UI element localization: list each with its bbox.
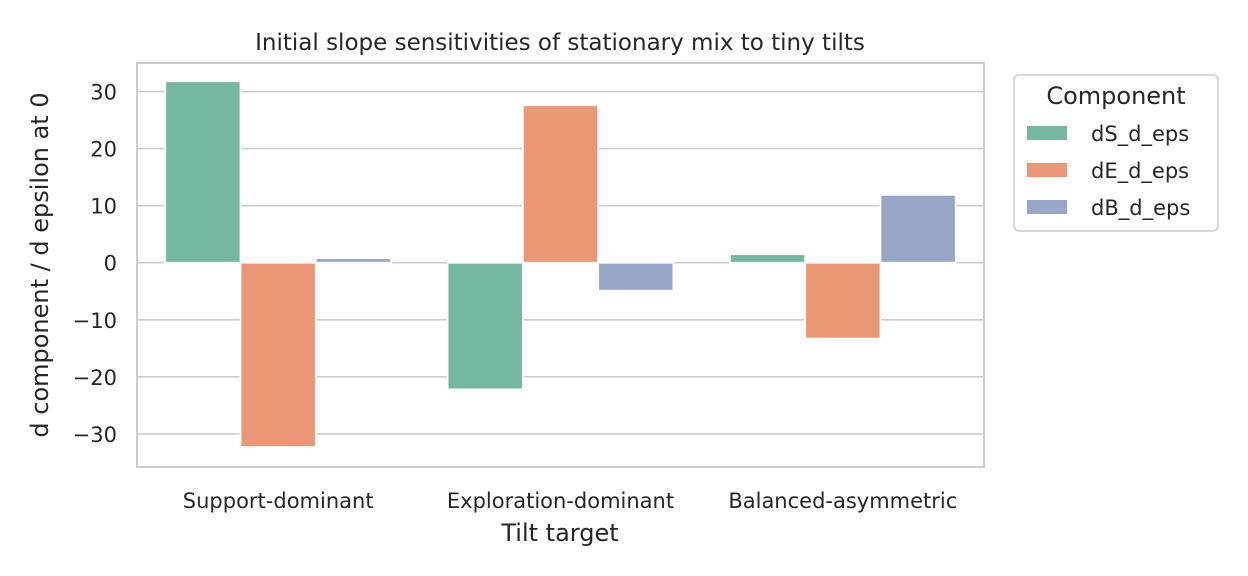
x-tick-labels: Support-dominant Exploration-dominant Bala… (183, 489, 958, 513)
bar-dB_d_eps-1 (597, 261, 675, 292)
y-tick-label: 10 (90, 195, 117, 219)
bar-dB_d_eps-0 (314, 257, 392, 264)
chart-title: Initial slope sensitivities of stationar… (255, 30, 865, 56)
y-tick-labels: −30 −20 −10 0 10 20 30 (73, 81, 117, 447)
y-tick-label: −20 (73, 366, 117, 390)
bar-dS_d_eps-2 (729, 253, 807, 264)
legend: Component dS_d_eps dE_d_eps dB_d_eps (1013, 74, 1219, 232)
legend-label-dS_d_eps: dS_d_eps (1091, 122, 1189, 147)
x-tick-label: Exploration-dominant (447, 489, 674, 513)
bar-dS_d_eps-1 (446, 261, 524, 391)
y-axis-label: d component / d epsilon at 0 (26, 92, 54, 437)
bar-dE_d_eps-0 (239, 261, 317, 448)
y-tick-label: 30 (90, 81, 117, 105)
legend-title: Component (1046, 82, 1185, 110)
legend-label-dE_d_eps: dE_d_eps (1091, 159, 1189, 184)
bar-dE_d_eps-1 (521, 104, 600, 264)
legend-swatch-dE_d_eps (1027, 163, 1067, 177)
legend-label-dB_d_eps: dB_d_eps (1091, 196, 1190, 221)
legend-swatch-dB_d_eps (1027, 200, 1067, 214)
x-tick-label: Support-dominant (183, 489, 374, 513)
x-axis-label: Tilt target (500, 519, 618, 547)
x-tick-label: Balanced-asymmetric (728, 489, 957, 513)
y-tick-label: −10 (73, 309, 117, 333)
y-tick-label: 20 (90, 138, 117, 162)
bars (164, 80, 957, 448)
legend-box (1013, 74, 1219, 232)
plot-frame (136, 62, 985, 468)
y-tick-label: −30 (73, 423, 117, 447)
legend-swatch-dS_d_eps (1027, 126, 1067, 140)
bar-dS_d_eps-0 (164, 80, 242, 264)
bar-dB_d_eps-2 (879, 193, 957, 264)
y-tick-label: 0 (104, 252, 117, 276)
bar-dE_d_eps-2 (804, 261, 882, 340)
